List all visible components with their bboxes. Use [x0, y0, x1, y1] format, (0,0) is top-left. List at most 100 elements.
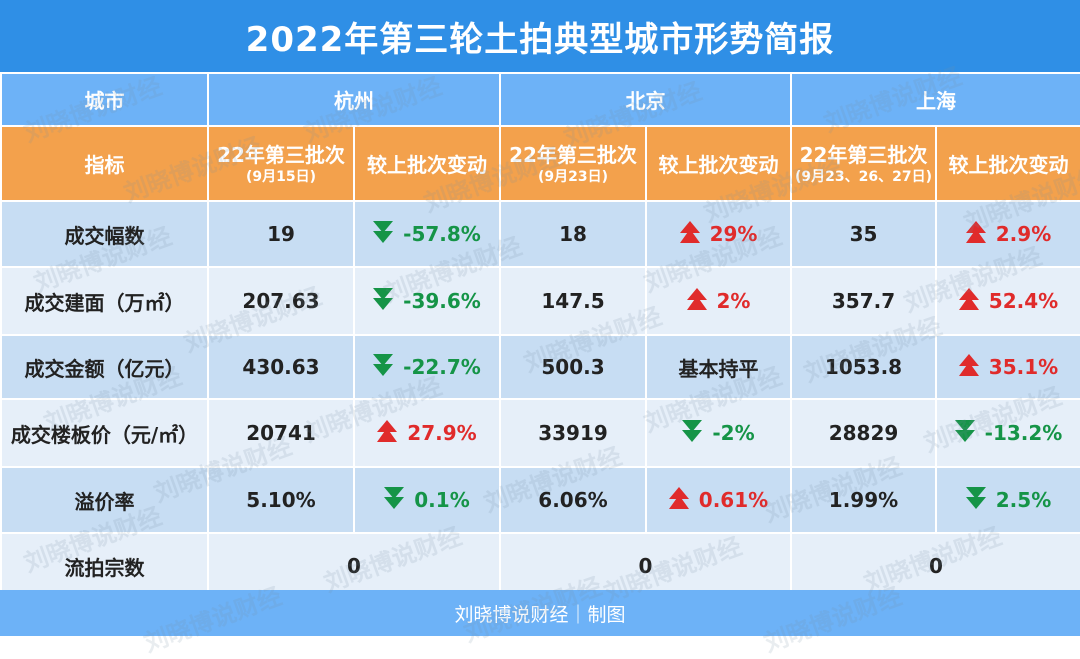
page-title: 2022年第三轮土拍典型城市形势简报: [0, 0, 1080, 72]
change-value: 35.1%: [988, 355, 1059, 379]
up-arrow-icon: [668, 486, 689, 514]
change-cell: 2%: [645, 266, 792, 336]
change-cell: -22.7%: [353, 334, 501, 400]
batch-header: 22年第三批次 (9月15日): [207, 125, 355, 202]
change-indicator: 2.9%: [965, 220, 1052, 248]
change-indicator: 2.5%: [965, 486, 1051, 514]
batch-title: 22年第三批次: [799, 142, 928, 167]
change-value: -2%: [712, 421, 755, 445]
value-cell: 18: [499, 200, 647, 268]
change-cell: -2%: [645, 398, 792, 468]
change-indicator: -2%: [682, 419, 755, 447]
change-cell: -13.2%: [935, 398, 1080, 468]
value-cell: 33919: [499, 398, 647, 468]
city-beijing: 北京: [499, 72, 792, 127]
change-value: 0.61%: [698, 488, 769, 512]
value-cell: 35: [790, 200, 937, 268]
data-row: 溢价率 5.10% 0.1% 6.06% 0.61% 1.99% 2.5%: [0, 466, 1080, 534]
change-value: 29%: [709, 222, 758, 246]
change-cell: 0.1%: [353, 466, 501, 534]
failed-count: 0: [499, 532, 792, 600]
value-cell: 20741: [207, 398, 355, 468]
down-arrow-icon: [965, 486, 986, 514]
failed-auction-row: 流拍宗数 0 0 0: [0, 532, 1080, 600]
change-value: -57.8%: [403, 222, 481, 246]
down-arrow-icon: [682, 419, 703, 447]
change-indicator: -13.2%: [954, 419, 1063, 447]
data-row: 成交楼板价（元/㎡） 20741 27.9% 33919 -2% 28829 -13.2%: [0, 398, 1080, 468]
change-indicator: -22.7%: [373, 353, 481, 381]
change-value: 基本持平: [678, 356, 759, 381]
value-cell: 19: [207, 200, 355, 268]
change-indicator: 27.9%: [377, 419, 477, 447]
row-label: 成交楼板价（元/㎡）: [0, 398, 209, 468]
change-cell: 35.1%: [935, 334, 1080, 400]
change-value: -39.6%: [403, 289, 481, 313]
change-value: 27.9%: [407, 421, 477, 445]
failed-count: 0: [207, 532, 501, 600]
change-cell: 52.4%: [935, 266, 1080, 336]
change-header: 较上批次变动: [353, 125, 501, 202]
briefing-table: 城市 杭州 北京 上海 指标 22年第三批次 (9月15日) 较上批次变动 22…: [0, 72, 1080, 600]
change-indicator: 29%: [679, 220, 758, 248]
change-cell: 29%: [645, 200, 792, 268]
change-value: -22.7%: [403, 355, 481, 379]
down-arrow-icon: [954, 419, 975, 447]
row-label: 成交建面（万㎡）: [0, 266, 209, 336]
batch-date: (9月23、26、27日): [795, 168, 932, 185]
value-cell: 5.10%: [207, 466, 355, 534]
value-cell: 430.63: [207, 334, 355, 400]
change-value: 2.9%: [995, 222, 1052, 246]
change-indicator: 52.4%: [958, 287, 1059, 315]
batch-date: (9月15日): [245, 168, 317, 185]
up-arrow-icon: [965, 220, 986, 248]
up-arrow-icon: [958, 353, 979, 381]
down-arrow-icon: [373, 287, 394, 315]
change-header: 较上批次变动: [645, 125, 792, 202]
value-cell: 147.5: [499, 266, 647, 336]
change-header: 较上批次变动: [935, 125, 1080, 202]
change-indicator: 35.1%: [958, 353, 1059, 381]
indicator-header-row: 指标 22年第三批次 (9月15日) 较上批次变动 22年第三批次 (9月23日…: [0, 125, 1080, 202]
batch-header: 22年第三批次 (9月23、26、27日): [790, 125, 937, 202]
down-arrow-icon: [373, 353, 394, 381]
change-indicator: 基本持平: [679, 353, 759, 382]
change-value: -13.2%: [984, 421, 1063, 445]
batch-title: 22年第三批次: [217, 142, 345, 167]
value-cell: 1053.8: [790, 334, 937, 400]
row-label: 成交幅数: [0, 200, 209, 268]
row-label: 溢价率: [0, 466, 209, 534]
value-cell: 28829: [790, 398, 937, 468]
row-label: 流拍宗数: [0, 532, 209, 600]
batch-title: 22年第三批次: [509, 142, 637, 167]
change-indicator: -57.8%: [373, 220, 481, 248]
value-cell: 1.99%: [790, 466, 937, 534]
change-indicator: -39.6%: [373, 287, 481, 315]
failed-count: 0: [790, 532, 1080, 600]
up-arrow-icon: [686, 287, 707, 315]
change-cell: -57.8%: [353, 200, 501, 268]
value-cell: 357.7: [790, 266, 937, 336]
city-hangzhou: 杭州: [207, 72, 501, 127]
change-value: 2%: [716, 289, 751, 313]
up-arrow-icon: [958, 287, 979, 315]
change-cell: 基本持平: [645, 334, 792, 400]
batch-date: (9月23日): [537, 168, 609, 185]
data-row: 成交幅数 19 -57.8% 18 29% 35 2.9%: [0, 200, 1080, 268]
change-cell: 2.5%: [935, 466, 1080, 534]
city-shanghai: 上海: [790, 72, 1080, 127]
down-arrow-icon: [373, 220, 394, 248]
data-row: 成交建面（万㎡） 207.63 -39.6% 147.5 2% 357.7 52.4%: [0, 266, 1080, 336]
change-cell: 2.9%: [935, 200, 1080, 268]
change-value: 52.4%: [988, 289, 1059, 313]
footer-credit: 刘晓博说财经｜制图: [0, 590, 1080, 636]
value-cell: 500.3: [499, 334, 647, 400]
change-indicator: 0.61%: [668, 486, 769, 514]
up-arrow-icon: [377, 419, 398, 447]
up-arrow-icon: [679, 220, 700, 248]
change-cell: 27.9%: [353, 398, 501, 468]
indicator-label: 指标: [0, 125, 209, 202]
change-indicator: 2%: [686, 287, 751, 315]
down-arrow-icon: [384, 486, 405, 514]
